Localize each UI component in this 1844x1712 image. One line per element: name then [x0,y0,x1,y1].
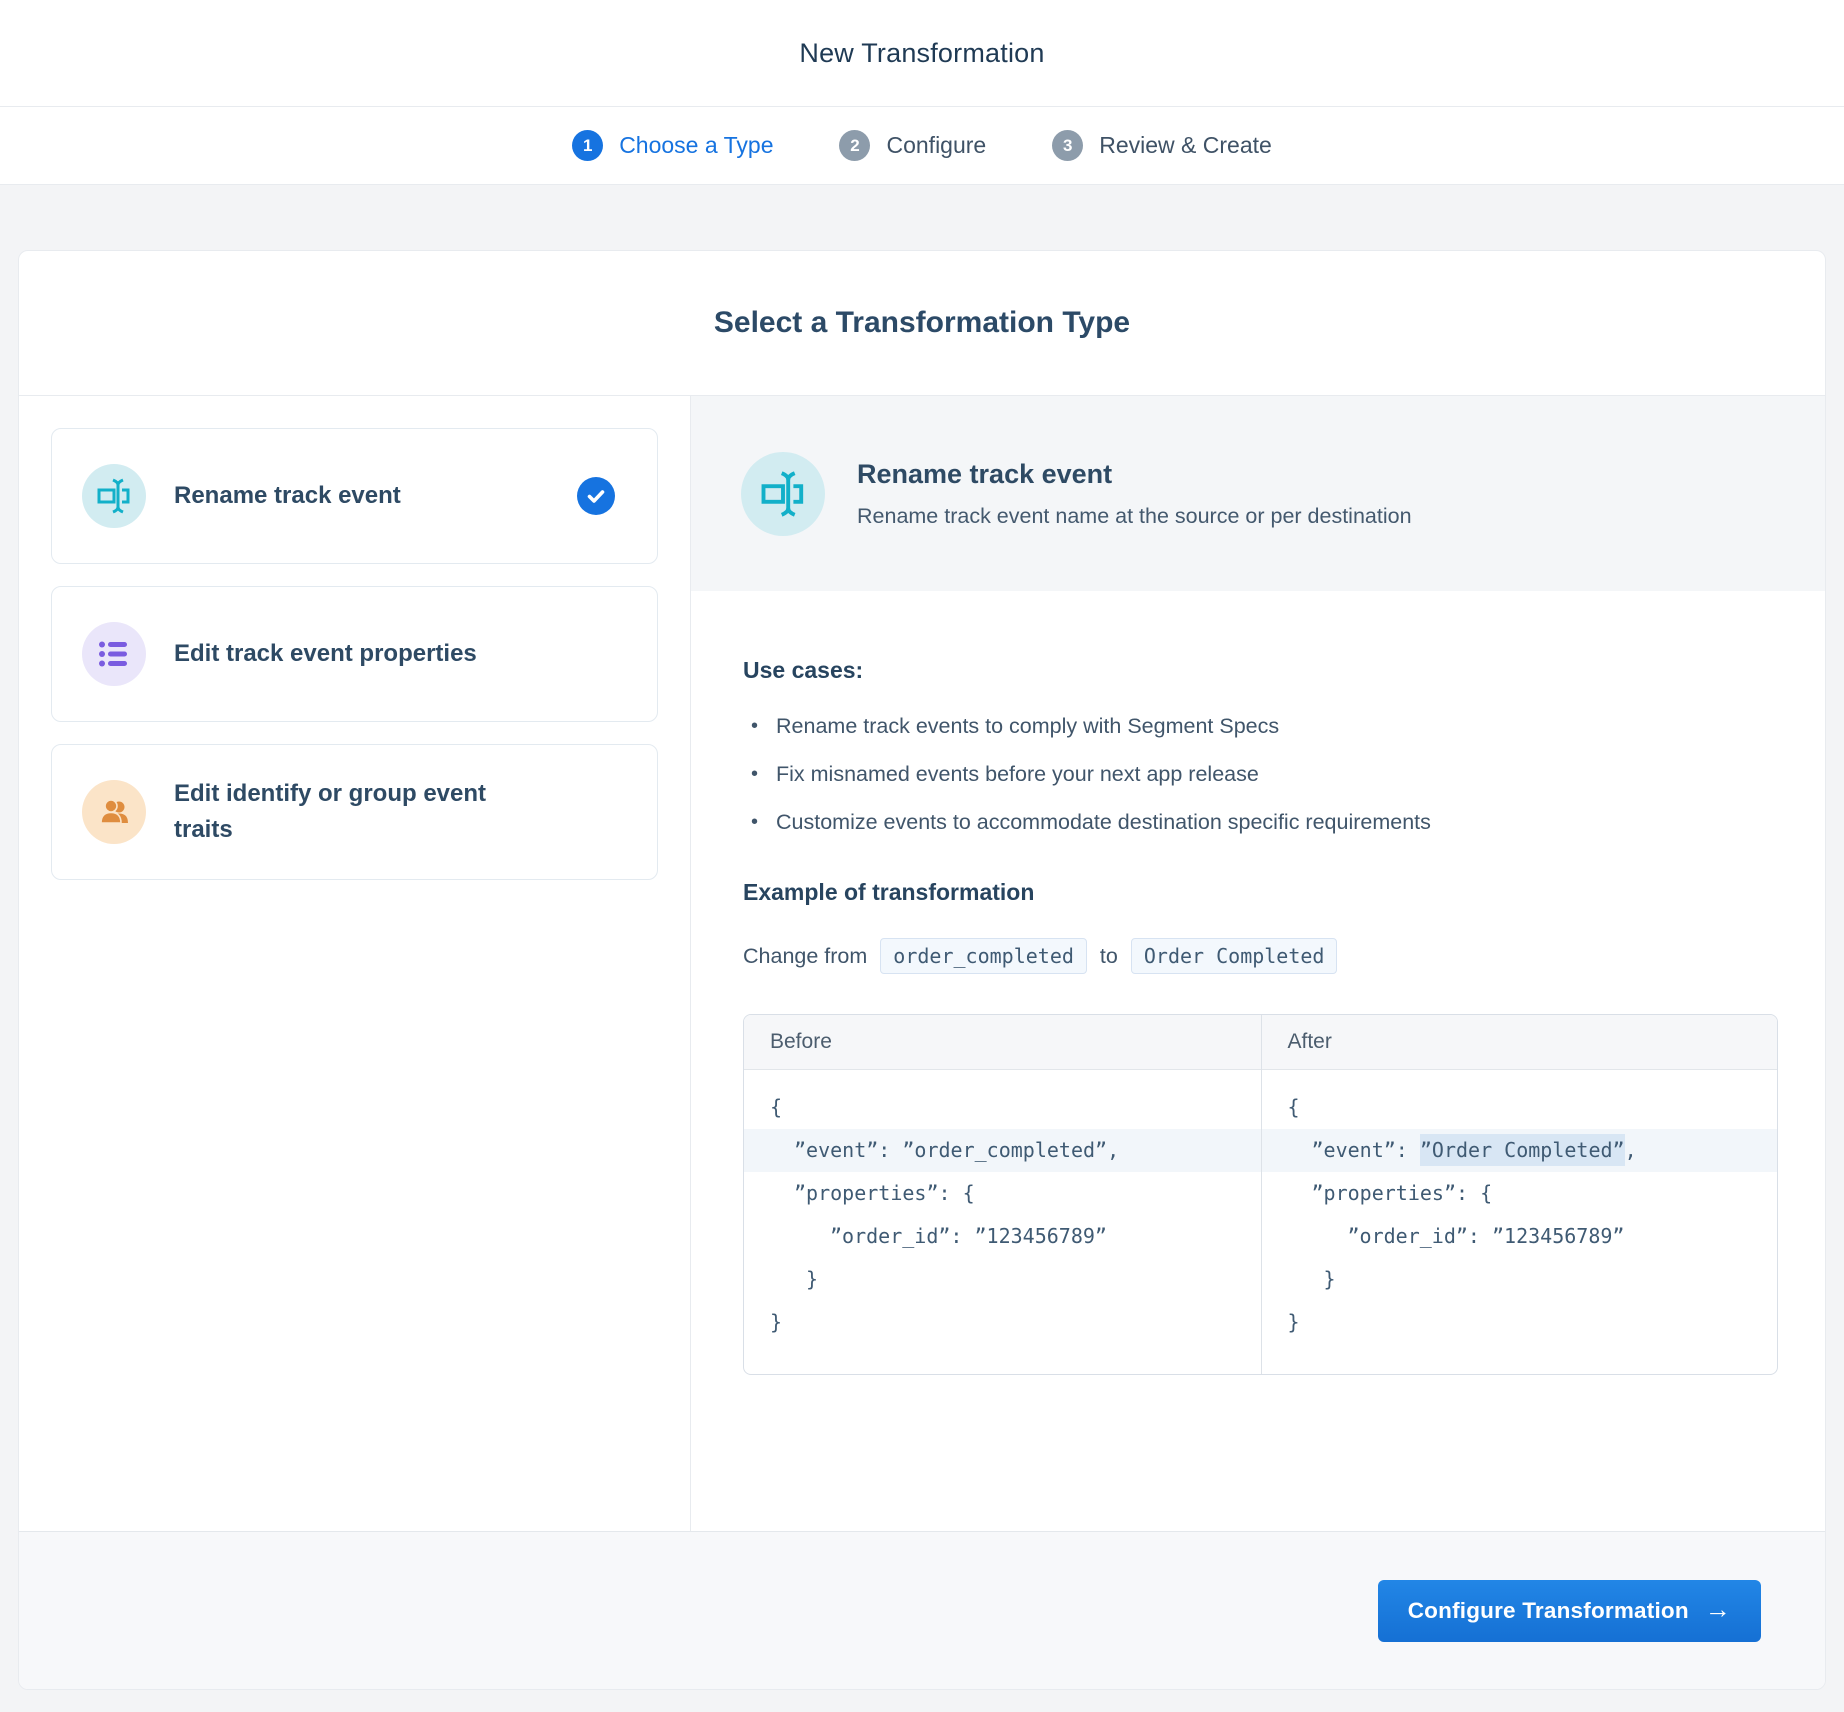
wizard-step-bar: 1 Choose a Type 2 Configure 3 Review & C… [0,107,1844,185]
option-label: Edit track event properties [174,640,477,667]
use-case-item: • Customize events to accommodate destina… [743,810,1759,835]
code-line: ”order_id”: ”123456789” [1262,1215,1778,1258]
option-label: Edit identify or group event traits [174,780,487,843]
code-text: ”order_id”: ”123456789” [830,1224,1107,1248]
use-case-text: Customize events to accommodate destinat… [776,810,1431,834]
code-line: } [1262,1301,1778,1344]
code-line: { [1262,1086,1778,1129]
list-icon [82,622,146,686]
before-column: Before { ”event”: ”order_completed”, ”prop… [744,1015,1261,1374]
code-text: { [770,1095,783,1119]
option-label: Rename track event [174,482,401,509]
use-case-item: • Fix misnamed events before your next ap… [743,762,1759,787]
code-text: } [1287,1310,1300,1334]
type-options-pane: Rename track event Edit track event prop… [19,396,691,1531]
step-3-number-badge: 3 [1052,130,1084,161]
use-case-text: Rename track events to comply with Segme… [776,714,1280,738]
selected-check-icon [577,477,615,515]
code-line: ”properties”: { [1262,1172,1778,1215]
use-case-text: Fix misnamed events before your next app… [776,762,1259,786]
card-title: Select a Transformation Type [713,306,1131,339]
change-from-chip: order_completed [880,938,1087,974]
bullet-icon: • [751,715,759,737]
step-2-label: Configure [886,132,987,158]
bullet-icon: • [751,811,759,833]
code-line: } [744,1258,1261,1301]
code-text: ”properties”: { [794,1181,975,1205]
arrow-right-icon: → [1704,1594,1731,1624]
transformation-type-card: Select a Transformation Type Rename trac… [18,250,1826,1690]
code-text: } [1323,1267,1336,1291]
configure-transformation-button[interactable]: Configure Transformation → [1377,1579,1761,1642]
step-2-number-badge: 2 [839,130,871,161]
example-heading: Example of transformation [743,879,1035,905]
before-column-header: Before [744,1015,1261,1070]
use-cases-list: • Rename track events to comply with Segm… [743,714,1759,835]
card-footer: Configure Transformation → [19,1531,1825,1689]
type-detail-pane: Rename track event Rename track event na… [691,396,1825,1531]
change-to-chip: Order Completed [1130,938,1338,974]
rename-icon [741,451,825,536]
after-code-block: { ”event”: ”Order Completed”, ”properties”… [1261,1070,1778,1374]
code-text: ”event”: [1311,1138,1420,1162]
code-line: ”properties”: { [744,1172,1261,1215]
detail-header: Rename track event Rename track event na… [691,396,1825,591]
before-after-table: Before { ”event”: ”order_completed”, ”prop… [743,1014,1778,1375]
bullet-icon: • [751,763,759,785]
change-line: Change from order_completed to Order Com… [743,938,1759,974]
code-text: ”order_id”: ”123456789” [1347,1224,1625,1248]
page-header-title: New Transformation [799,37,1045,68]
use-cases-heading: Use cases: [743,657,864,683]
option-edit-identify-or-group-event-traits[interactable]: Edit identify or group event traits [51,744,658,880]
card-body: Rename track event Edit track event prop… [19,396,1825,1531]
change-connector: to [1099,943,1118,968]
after-column: After { ”event”: ”Order Completed”, ”prope… [1260,1015,1778,1374]
code-text: ”properties”: { [1311,1181,1493,1205]
card-title-row: Select a Transformation Type [19,251,1825,396]
code-text: ”event”: ”order_completed”, [794,1138,1120,1162]
detail-title: Rename track event [857,458,1113,489]
after-column-header: After [1261,1015,1777,1070]
option-rename-track-event[interactable]: Rename track event [51,428,658,564]
before-code-block: { ”event”: ”order_completed”, ”properties”… [744,1070,1261,1374]
code-text: } [770,1310,783,1334]
detail-content: Use cases: • Rename track events to compl… [691,591,1825,1375]
code-line: ”event”: ”Order Completed”, [1261,1129,1777,1172]
code-text: } [806,1267,819,1291]
code-line: ”event”: ”order_completed”, [744,1129,1261,1172]
step-review-create[interactable]: 3 Review & Create [1052,130,1272,161]
app-header: New Transformation [0,0,1844,107]
code-line: { [744,1086,1261,1129]
step-1-number-badge: 1 [572,130,604,161]
rename-icon [82,464,146,528]
code-line: ”order_id”: ”123456789” [744,1215,1261,1258]
step-3-label: Review & Create [1099,132,1272,158]
users-icon [82,780,146,844]
code-line: } [1262,1258,1778,1301]
step-choose-a-type[interactable]: 1 Choose a Type [572,130,773,161]
change-prefix: Change from [743,943,868,968]
configure-transformation-label: Configure Transformation [1407,1597,1689,1623]
code-line: } [744,1301,1261,1344]
code-text: { [1287,1095,1300,1119]
code-text: , [1624,1138,1637,1162]
use-case-item: • Rename track events to comply with Segm… [743,714,1759,739]
highlighted-code: ”Order Completed” [1419,1134,1625,1166]
step-configure[interactable]: 2 Configure [839,130,986,161]
step-1-label: Choose a Type [619,132,774,158]
detail-description: Rename track event name at the source or… [857,503,1412,528]
option-edit-track-event-properties[interactable]: Edit track event properties [51,586,658,722]
